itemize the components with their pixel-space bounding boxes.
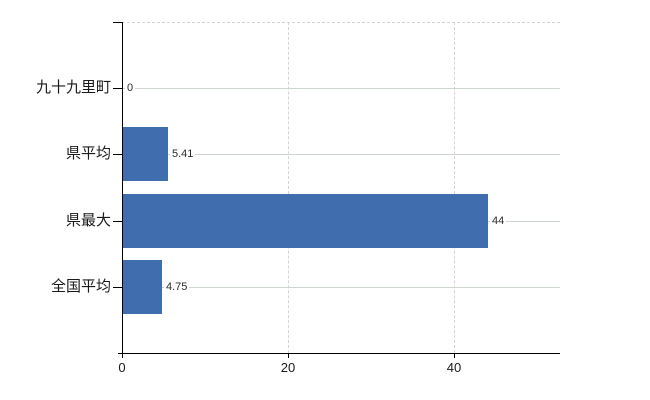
x-axis-tick-label: 0: [118, 360, 126, 375]
bar: [123, 127, 168, 181]
category-tick: [113, 221, 122, 222]
category-label: 県最大: [65, 212, 111, 229]
bar: [123, 260, 162, 314]
category-gridline: [122, 154, 560, 155]
x-axis-tick-label: 40: [446, 360, 462, 375]
vertical-gridline: [453, 22, 455, 353]
category-tick: [113, 287, 122, 288]
category-label: 県平均: [65, 145, 111, 162]
category-gridline: [122, 88, 560, 89]
x-axis-tick-label: 20: [280, 360, 296, 375]
x-axis-tick: [288, 353, 289, 358]
category-tick: [113, 154, 122, 155]
category-tick: [113, 88, 122, 89]
category-gridline: [122, 287, 560, 288]
category-label: 全国平均: [50, 278, 111, 295]
y-axis: [122, 22, 123, 358]
value-label: 4.75: [164, 281, 190, 294]
vertical-gridline: [287, 22, 289, 353]
category-label: 九十九里町: [35, 79, 111, 96]
y-axis-end-tick: [113, 22, 122, 23]
plot-top-gridline: [122, 22, 560, 23]
x-axis: [118, 353, 560, 354]
x-axis-tick: [454, 353, 455, 358]
value-label: 5.41: [170, 148, 196, 161]
bar: [123, 194, 488, 248]
x-axis-tick: [122, 353, 123, 358]
value-label: 0: [125, 82, 136, 95]
value-label: 44: [490, 215, 507, 228]
